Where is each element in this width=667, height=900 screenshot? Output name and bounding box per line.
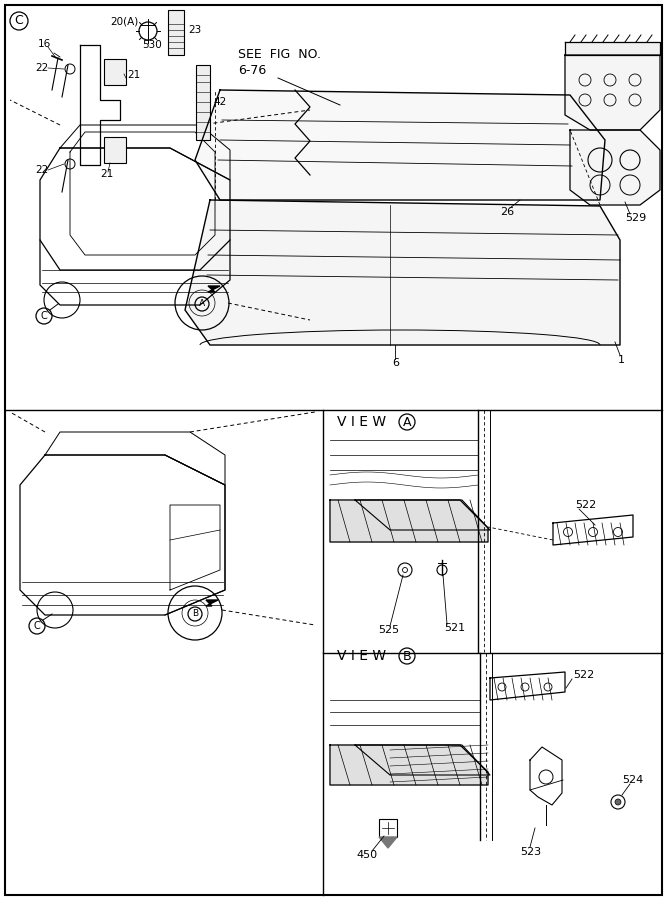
Polygon shape [330, 500, 488, 542]
Text: 21: 21 [127, 70, 140, 80]
Text: C: C [15, 14, 23, 28]
Text: B: B [192, 609, 198, 618]
Bar [104, 137, 126, 163]
Text: 22: 22 [35, 63, 48, 73]
Text: 26: 26 [500, 207, 514, 217]
Text: 20(A): 20(A) [110, 17, 138, 27]
Bar [104, 59, 126, 85]
Polygon shape [195, 90, 605, 200]
Text: 21: 21 [100, 169, 113, 179]
Text: 524: 524 [622, 775, 643, 785]
Text: 521: 521 [444, 623, 465, 633]
Polygon shape [206, 600, 218, 606]
Text: 522: 522 [575, 500, 596, 510]
Text: SEE  FIG  NO.: SEE FIG NO. [238, 49, 321, 61]
Text: A: A [199, 300, 205, 309]
Text: C: C [33, 621, 41, 631]
Text: 16: 16 [38, 39, 51, 49]
Text: V I E W: V I E W [337, 415, 386, 429]
Text: C: C [41, 311, 47, 321]
Bar [379, 819, 397, 837]
Text: 22: 22 [35, 165, 48, 175]
Text: B: B [403, 650, 412, 662]
Polygon shape [565, 55, 660, 130]
Text: 450: 450 [356, 850, 377, 860]
Text: 23: 23 [188, 25, 201, 35]
Text: A: A [403, 416, 412, 428]
Polygon shape [185, 200, 620, 345]
Text: 522: 522 [573, 670, 594, 680]
Polygon shape [565, 42, 660, 55]
Text: 525: 525 [378, 625, 399, 635]
Circle shape [615, 799, 621, 805]
Text: 6: 6 [392, 358, 399, 368]
Text: 6-76: 6-76 [238, 64, 266, 76]
Text: 42: 42 [213, 97, 226, 107]
Polygon shape [570, 130, 660, 205]
Text: 1: 1 [618, 355, 625, 365]
Text: 529: 529 [625, 213, 646, 223]
Polygon shape [330, 745, 488, 785]
Bar [168, 10, 184, 55]
Bar [196, 65, 210, 140]
Polygon shape [379, 837, 397, 848]
Text: V I E W: V I E W [337, 649, 386, 663]
Text: 530: 530 [142, 40, 162, 50]
Text: 523: 523 [520, 847, 541, 857]
Polygon shape [208, 286, 220, 292]
